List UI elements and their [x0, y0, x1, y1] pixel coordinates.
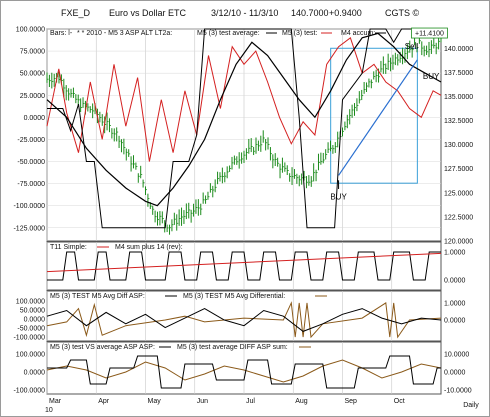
price-change: +0.9400	[329, 8, 362, 18]
price-right-tick: 125.0000	[444, 190, 473, 197]
study-title-legend: * * 2010 - M5 3 ASP ALT LT2a:	[77, 30, 172, 37]
osc2-right-tick: 0.0000	[444, 370, 466, 377]
diff-asp-sum-legend: M5 (3) test average DIFF ASP sum:	[177, 344, 288, 351]
price-right-tick: 130.0000	[444, 142, 473, 149]
osc2-left-tick: 100.0000	[16, 352, 45, 359]
price-left-tick: -75.0000	[17, 181, 45, 188]
osc2-left-tick: -100.0000	[13, 388, 45, 395]
price-right-tick: 127.5000	[444, 166, 473, 173]
osc1-right-tick: 1.0000	[444, 301, 466, 308]
osc1-left-tick: 0.0000	[24, 317, 46, 324]
trade-box	[330, 47, 418, 184]
symbol: FXE_D	[61, 8, 91, 18]
vs-average-line	[47, 355, 441, 389]
price-left-tick: -50.0000	[17, 159, 45, 166]
month-label: Apr	[98, 398, 110, 405]
t11-legend: T11 Simple:	[50, 244, 87, 251]
price-right-tick: 120.0000	[444, 239, 473, 246]
chart-header: FXE_D Euro vs Dollar ETC 3/12/10 - 11/3/…	[1, 1, 489, 21]
brand-label: CGTS ©	[385, 8, 420, 18]
price-left-tick: 0.0000	[24, 115, 46, 122]
price-left-tick: 100.0000	[16, 27, 45, 34]
price-right-tick: 135.0000	[444, 94, 473, 101]
vs-average-legend: M5 (3) test VS average ASP ASP:	[50, 344, 155, 351]
instrument-name: Euro vs Dollar ETC	[109, 8, 187, 18]
t11-right-tick: 0.0000	[444, 278, 466, 285]
avg-diff-asp-legend: M5 (3) TEST M5 Avg Diff ASP:	[50, 293, 145, 300]
buy-annotation-2: BUY	[423, 72, 440, 81]
osc1-right-tick: 0.0000	[444, 318, 466, 325]
date-range: 3/12/10 - 11/3/10	[211, 8, 279, 18]
month-label: Mar	[49, 398, 62, 405]
price-right-tick: 140.0000	[444, 46, 473, 53]
month-label: May	[148, 398, 162, 405]
diff-asp-sum-line	[46, 359, 442, 383]
price-right-tick: 137.5000	[444, 70, 473, 77]
month-label: Jun	[197, 398, 208, 405]
period-label: Daily	[463, 402, 479, 409]
accum-legend: M4 accum:	[341, 30, 375, 37]
test-average-legend: M5 (3) test average:	[197, 30, 260, 37]
osc1-left-tick: 50.0000	[20, 308, 45, 315]
month-label: Aug	[295, 398, 308, 405]
m4-sum-legend: M4 sum plus 14 (rev):	[115, 244, 183, 251]
year-label: 10	[45, 407, 53, 414]
month-label: Sep	[345, 398, 358, 405]
avg-differential-line	[46, 301, 442, 339]
price-left-tick: 75.0000	[20, 49, 45, 56]
price-left-tick: 25.0000	[20, 93, 45, 100]
profit-box	[411, 27, 448, 39]
price-left-tick: -100.0000	[13, 203, 45, 210]
buy-annotation: BUY	[330, 193, 347, 202]
osc2-left-tick: 0.0000	[24, 370, 46, 377]
price-right-tick: 132.5000	[444, 118, 473, 125]
accum-step-line	[47, 28, 441, 229]
sell-annotation: Sell	[405, 42, 419, 51]
osc1-left-tick: 100.0000	[16, 299, 45, 306]
avg-diff-asp-line	[46, 308, 442, 332]
osc1-left-tick: -100.0000	[13, 335, 45, 342]
price-right-tick: 122.5000	[444, 214, 473, 221]
month-label: Oct	[394, 398, 405, 405]
osc2-right-tick: 10.0000	[444, 352, 469, 359]
osc2-right-tick: -10.0000	[444, 388, 472, 395]
profit-label: +11.4100	[415, 31, 444, 38]
t11-right-tick: 1.0000	[444, 250, 466, 257]
month-label: Jul	[246, 398, 255, 405]
price-left-tick: 50.0000	[20, 71, 45, 78]
trend-line	[338, 59, 418, 176]
price-left-tick: -125.0000	[13, 225, 45, 232]
last-price: 140.7000	[291, 8, 329, 18]
test-legend: M5 (3) test:	[282, 30, 317, 37]
test-average-line	[46, 32, 442, 207]
m4-sum-line	[46, 252, 442, 273]
avg-differential-legend: M5 (3) TEST M5 Avg Differential:	[183, 293, 285, 300]
price-left-tick: -25.0000	[17, 137, 45, 144]
osc1-left-tick: -50.0000	[17, 326, 45, 333]
bars-legend: Bars: l-	[50, 30, 73, 37]
test-series-line	[46, 36, 442, 162]
